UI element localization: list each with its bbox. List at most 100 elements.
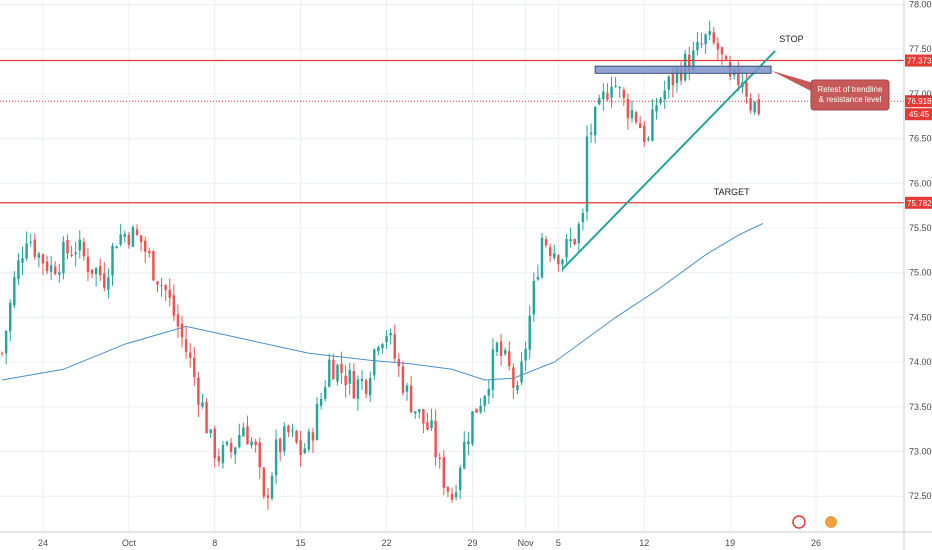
countdown-label: 45:45 xyxy=(909,110,930,119)
candle-body xyxy=(675,67,679,84)
candle-body xyxy=(148,250,151,254)
candle-body xyxy=(233,447,237,455)
candle-body xyxy=(610,86,613,98)
candle-body xyxy=(638,123,642,129)
y-tick-label: 75.000 xyxy=(909,268,932,278)
y-tick-label: 77.500 xyxy=(909,44,932,54)
candle-body xyxy=(0,352,4,354)
candle-body xyxy=(491,349,495,391)
candle-body xyxy=(503,350,507,354)
candle-body xyxy=(487,388,491,396)
x-tick-label: 22 xyxy=(382,538,392,548)
candle-body xyxy=(332,359,335,380)
candle-body xyxy=(123,234,126,237)
price-level-label: 76.918 xyxy=(907,97,932,106)
candle-body xyxy=(430,420,433,429)
annotation-label: STOP xyxy=(779,34,803,44)
alert-icon xyxy=(792,515,806,529)
candle-body xyxy=(696,41,699,51)
candle-body xyxy=(33,239,36,257)
candle-body xyxy=(221,445,225,464)
price-level-badge xyxy=(905,95,932,108)
price-level-label: 77.373 xyxy=(907,57,932,66)
candle-body xyxy=(364,380,368,394)
candle-body xyxy=(160,284,163,286)
candle-body xyxy=(53,266,57,275)
y-tick-label: 78.000 xyxy=(909,0,932,9)
candle-body xyxy=(254,441,257,445)
candle-body xyxy=(520,361,523,383)
candle-body xyxy=(107,277,110,290)
candle-body xyxy=(119,234,122,245)
candle-body xyxy=(483,395,486,406)
candle-body xyxy=(278,439,282,452)
candle-body xyxy=(577,224,581,244)
callout-text-line: Retest of trendline xyxy=(818,85,883,94)
candle-body xyxy=(634,112,638,123)
candle-body xyxy=(315,403,319,440)
candle-body xyxy=(585,136,589,212)
y-tick-label: 74.500 xyxy=(909,312,932,322)
candle-body xyxy=(528,315,531,350)
candle-body xyxy=(62,241,65,274)
candle-body xyxy=(70,255,73,257)
x-tick-label: 15 xyxy=(296,538,306,548)
candle-body xyxy=(340,363,343,373)
candle-body xyxy=(172,295,176,316)
callout-pointer xyxy=(771,70,817,94)
candle-body xyxy=(757,99,761,114)
candle-body xyxy=(258,442,261,468)
candle-body xyxy=(352,371,356,399)
candle-body xyxy=(508,351,511,367)
candle-body xyxy=(360,378,364,382)
x-tick-label: 29 xyxy=(467,538,477,548)
candle-body xyxy=(90,269,94,274)
y-tick-label: 72.500 xyxy=(909,491,932,501)
candle-body xyxy=(700,43,703,45)
candle-body xyxy=(540,237,544,278)
candle-body xyxy=(536,276,540,280)
candle-body xyxy=(651,109,654,141)
candle-body xyxy=(626,98,630,119)
candle-body xyxy=(356,379,360,399)
candle-body xyxy=(565,239,568,258)
candle-body xyxy=(385,336,388,343)
candle-body xyxy=(111,245,114,276)
candle-body xyxy=(213,428,216,459)
x-tick-label: 8 xyxy=(212,538,217,548)
candle-body xyxy=(348,370,351,384)
grid-layer xyxy=(0,0,904,532)
candle-body xyxy=(21,258,24,263)
candle-body xyxy=(250,441,253,446)
ideas-icon xyxy=(825,516,837,528)
candle-body xyxy=(41,254,45,264)
candle-body xyxy=(401,366,405,393)
candle-body xyxy=(373,349,376,376)
candle-body xyxy=(139,235,143,243)
y-tick-label: 73.500 xyxy=(909,402,932,412)
candle-body xyxy=(397,359,401,367)
candle-body xyxy=(753,101,756,113)
candle-body xyxy=(328,359,331,387)
candle-body xyxy=(434,420,437,458)
candle-body xyxy=(25,243,28,259)
callout-box xyxy=(810,79,890,111)
candle-body xyxy=(389,333,392,336)
x-tick-label: 24 xyxy=(38,538,48,548)
candle-body xyxy=(618,87,621,89)
moving-average-layer xyxy=(1,223,764,381)
candle-body xyxy=(323,387,327,399)
candle-body xyxy=(544,239,548,246)
candle-body xyxy=(512,367,515,388)
candle-body xyxy=(274,439,278,476)
candle-body xyxy=(622,89,626,98)
candle-body xyxy=(58,272,61,275)
y-tick-label: 73.000 xyxy=(909,447,932,457)
candle-body xyxy=(450,493,454,500)
candle-body xyxy=(201,402,204,407)
candle-body xyxy=(479,405,482,413)
candle-body xyxy=(467,441,470,445)
candle-body xyxy=(614,85,617,87)
candle-body xyxy=(74,252,77,255)
